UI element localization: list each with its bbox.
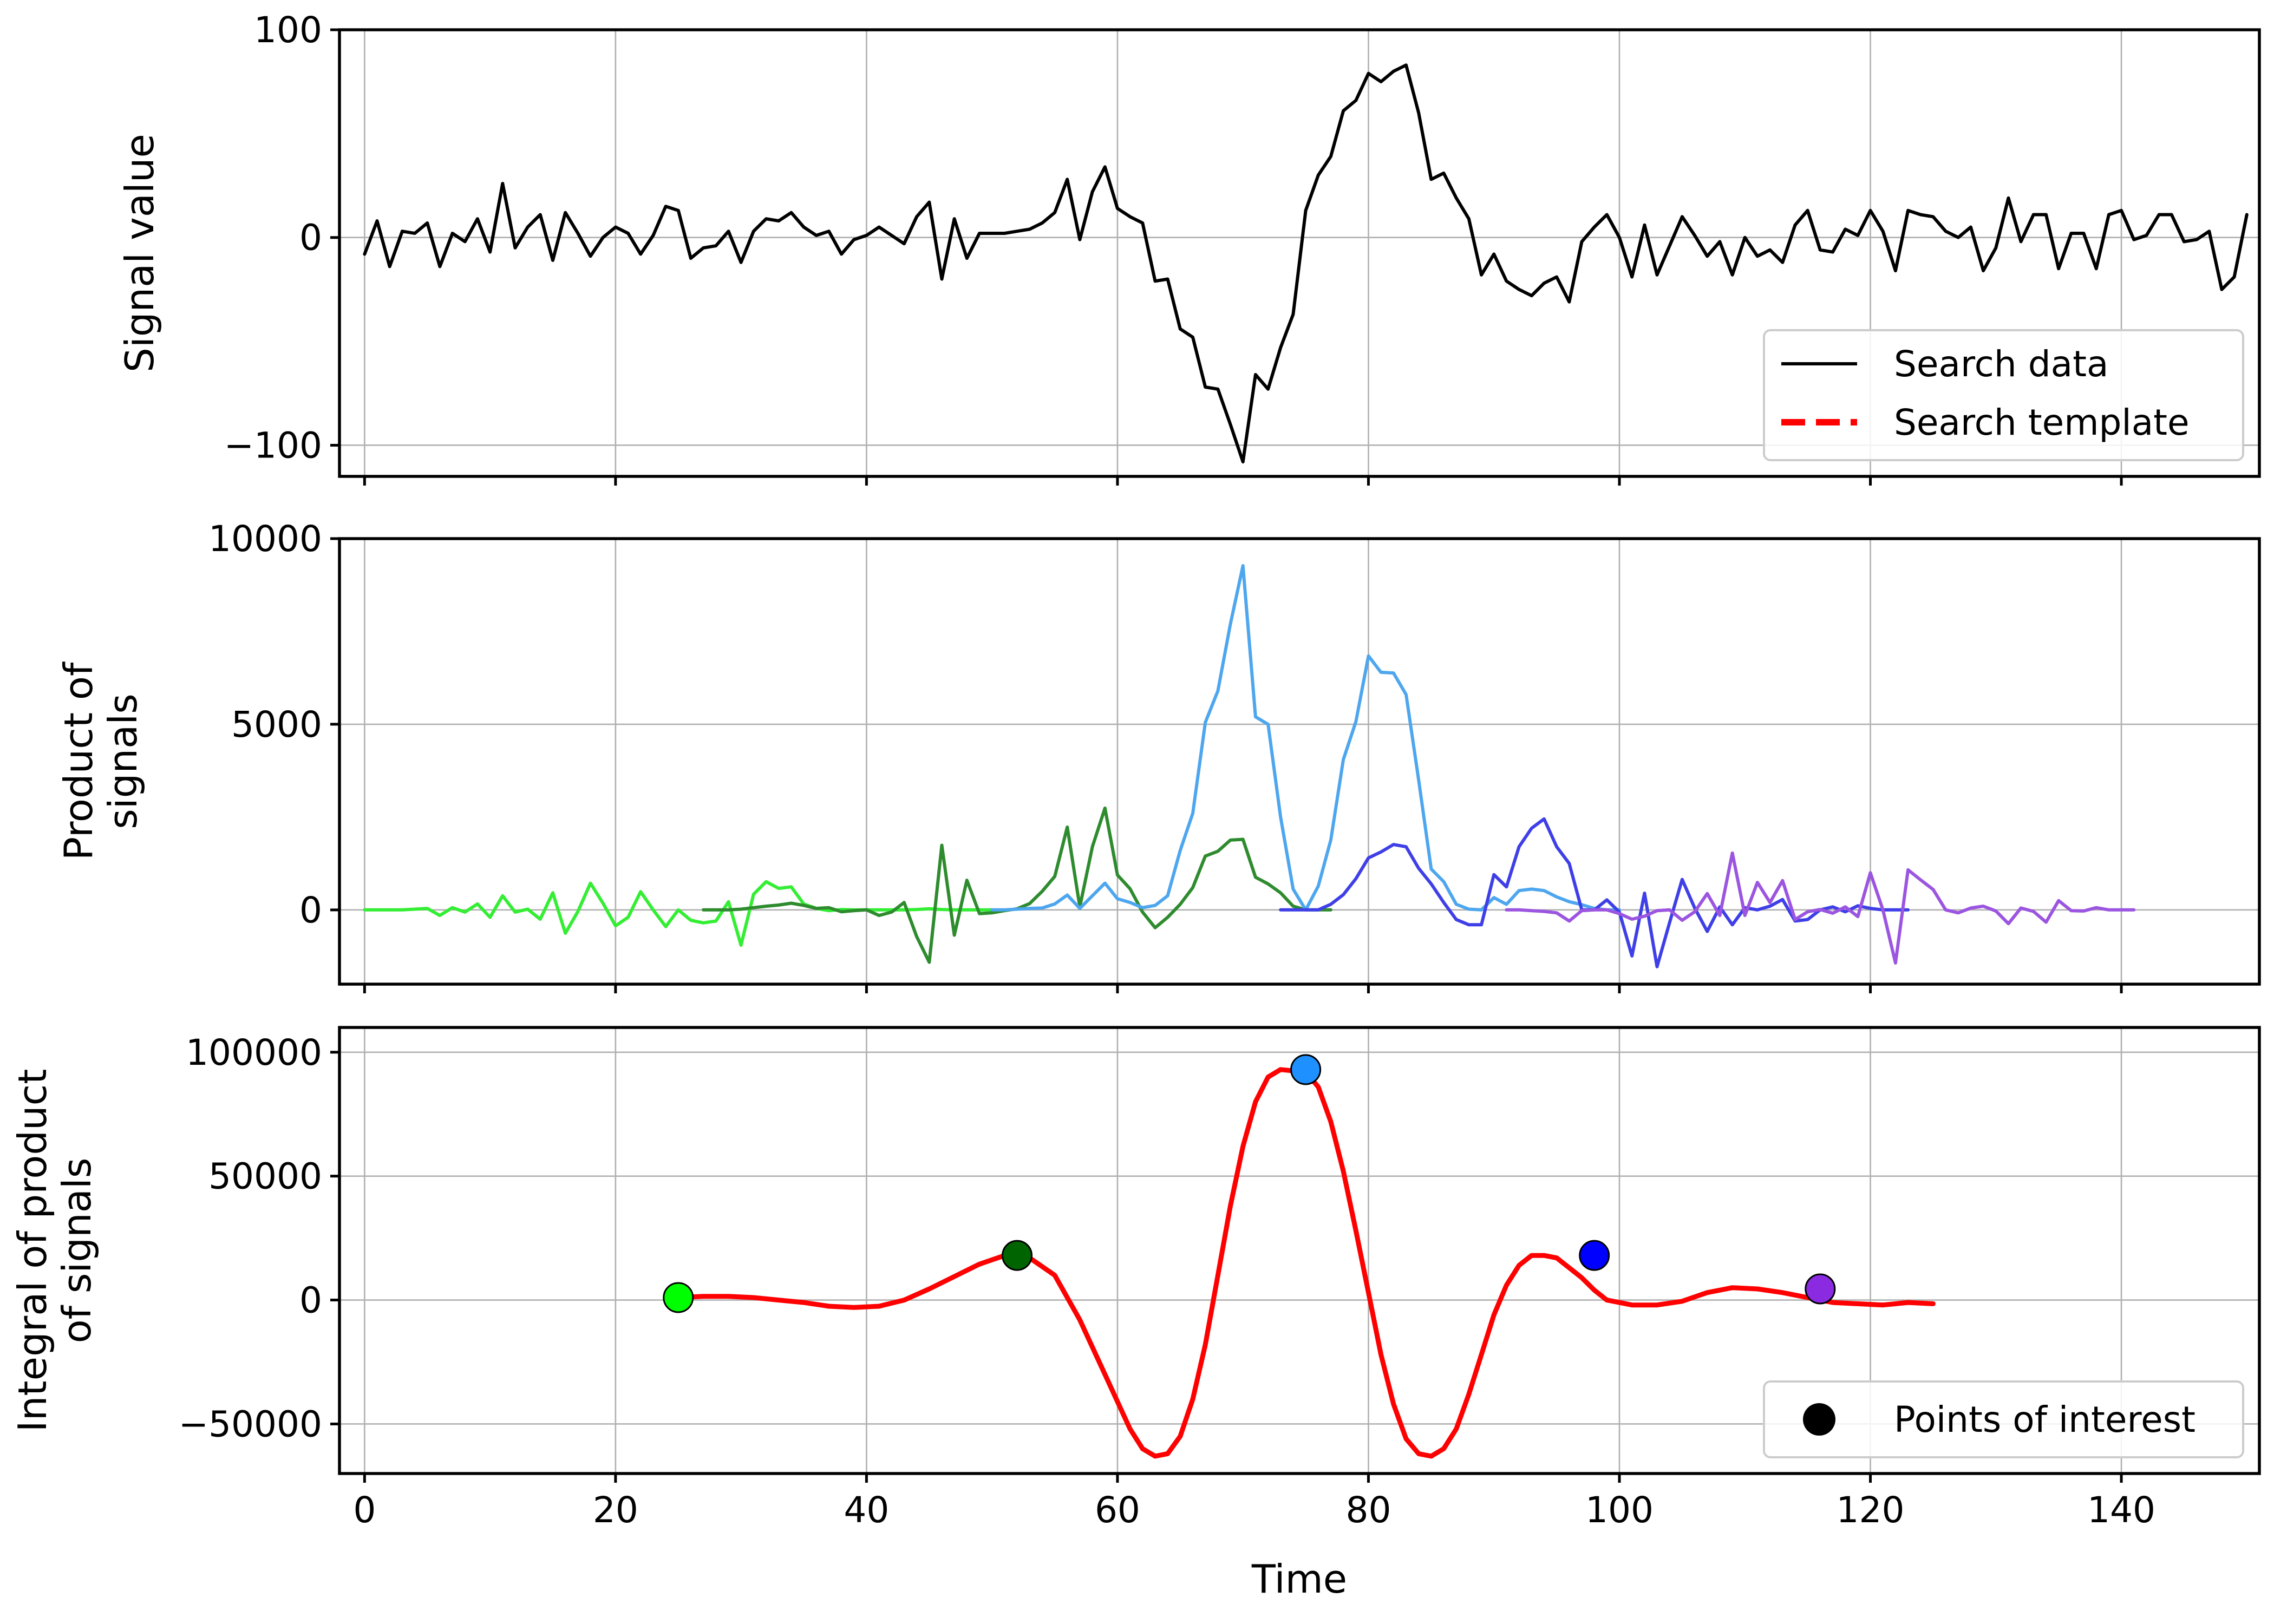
legend-marker xyxy=(1803,1403,1835,1436)
y-tick-label: −100 xyxy=(224,424,322,466)
axes-frame xyxy=(338,537,2261,986)
plot-area xyxy=(363,63,2249,464)
y-tick-label: 100 xyxy=(254,9,322,51)
x-tick-label: 120 xyxy=(1837,1489,1905,1531)
x-tick-label: 40 xyxy=(844,1489,889,1531)
y-axis-label: Integral of product xyxy=(10,1069,55,1432)
point-of-interest-5 xyxy=(1805,1273,1836,1305)
series-line-4 xyxy=(1279,817,1910,968)
legend-box xyxy=(1763,329,2244,461)
integral-panel: 0 20 40 60 80 100 120 140 100000 50000 0 −50000 Inte… xyxy=(10,1026,2261,1602)
series-line-2 xyxy=(702,806,1332,964)
legend-label: Search template xyxy=(1894,402,2190,443)
y-axis-label: Signal value xyxy=(117,134,162,372)
y-tick-label: 0 xyxy=(299,217,322,259)
y-tick-label: 100000 xyxy=(186,1032,322,1073)
y-tick-label: 10000 xyxy=(208,518,322,560)
axes-frame xyxy=(338,1026,2261,1475)
point-of-interest-2 xyxy=(1002,1240,1033,1271)
legend: Points of interest xyxy=(1763,1380,2244,1458)
y-tick-label: 50000 xyxy=(208,1156,322,1197)
series-line-1 xyxy=(676,1067,1936,1459)
x-tick-label: 140 xyxy=(2087,1489,2155,1531)
y-axis-label: signals xyxy=(100,693,146,829)
legend: Search data Search template xyxy=(1763,329,2244,461)
x-axis-label: Time xyxy=(1251,1556,1347,1602)
x-tick-label: 0 xyxy=(353,1489,376,1531)
plot-area xyxy=(363,564,2136,968)
y-tick-label: 0 xyxy=(299,1280,322,1321)
series-line-3 xyxy=(990,564,1621,912)
point-of-interest-1 xyxy=(663,1282,694,1313)
plot-area xyxy=(676,1067,1936,1459)
y-tick-label: 5000 xyxy=(231,704,322,745)
x-tick-label: 60 xyxy=(1095,1489,1140,1531)
point-of-interest-4 xyxy=(1579,1240,1610,1271)
series-line-1 xyxy=(363,880,994,947)
series-line-5 xyxy=(1505,851,2136,965)
legend-label: Points of interest xyxy=(1894,1399,2195,1440)
legend-box xyxy=(1763,1380,2244,1458)
x-tick-label: 20 xyxy=(593,1489,638,1531)
series-line-1 xyxy=(363,63,2249,464)
y-tick-label: 0 xyxy=(299,889,322,931)
signal-panel: 100 0 −100 Signal value Search data Search te… xyxy=(117,9,2261,486)
legend-label: Search data xyxy=(1894,343,2108,385)
y-tick-label: −50000 xyxy=(179,1403,322,1445)
x-tick-label: 100 xyxy=(1585,1489,1654,1531)
y-axis-label: of signals xyxy=(54,1158,100,1344)
x-tick-label: 80 xyxy=(1345,1489,1391,1531)
y-axis-label: Product of xyxy=(56,662,101,860)
point-of-interest-3 xyxy=(1290,1054,1322,1085)
axes-frame xyxy=(338,28,2261,478)
